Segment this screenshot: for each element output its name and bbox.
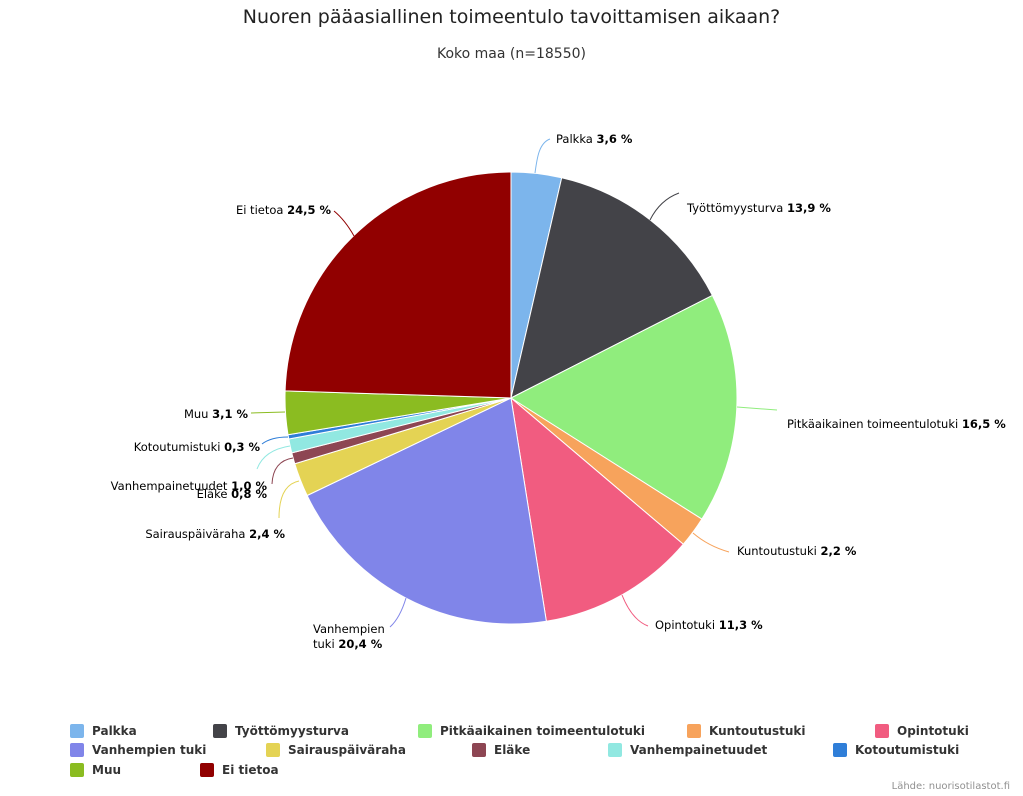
legend-swatch xyxy=(687,724,701,738)
data-label-sairauspaivaraha: Sairauspäiväraha 2,4 % xyxy=(145,527,285,542)
data-label-elake: Eläke 0,8 % xyxy=(197,487,267,502)
legend-item-kuntoutustuki[interactable]: Kuntoutustuki xyxy=(687,723,806,739)
connector-sairauspaivaraha xyxy=(278,480,300,519)
legend-item-vanhempien-tuki[interactable]: Vanhempien tuki xyxy=(70,742,206,758)
legend-item-palkka[interactable]: Palkka xyxy=(70,723,137,739)
connector-kotoutumistuki xyxy=(261,436,289,445)
connector-vanhempainetuudet xyxy=(256,445,291,470)
data-label-kotoutumistuki: Kotoutumistuki 0,3 % xyxy=(134,440,260,455)
data-label-name: Kuntoutustuki xyxy=(737,543,817,558)
legend-label: Työttömyysturva xyxy=(235,724,349,738)
data-label-name: Kotoutumistuki xyxy=(133,439,221,454)
source-credit: Lähde: nuorisotilastot.fi xyxy=(891,781,1010,792)
legend-label: Muu xyxy=(92,763,122,777)
legend-item-sairauspaivaraha[interactable]: Sairauspäiväraha xyxy=(266,742,406,758)
legend-item-muu[interactable]: Muu xyxy=(70,762,121,778)
chart-subtitle: Koko maa (n=18550) xyxy=(437,46,586,62)
legend-label: Vanhempien tuki xyxy=(92,743,207,757)
data-label-name: Ei tietoa xyxy=(235,202,284,217)
legend-item-ei-tietoa[interactable]: Ei tietoa xyxy=(200,762,279,778)
data-label-name: Sairauspäiväraha xyxy=(145,526,246,541)
pie-slice-opintotuki xyxy=(510,397,684,622)
legend-swatch xyxy=(70,763,84,777)
connector-elake xyxy=(271,457,294,485)
data-label-ei-tietoa: Ei tietoa 24,5 % xyxy=(236,203,331,218)
data-label-value: 3,6 % xyxy=(596,131,633,146)
legend-item-opintotuki[interactable]: Opintotuki xyxy=(875,723,969,739)
data-label-value: 2,2 % xyxy=(820,543,857,558)
data-label-value: 24,5 % xyxy=(287,202,331,217)
legend-label: Vanhempainetuudet xyxy=(630,743,768,757)
data-label-name: Muu xyxy=(183,406,209,421)
data-label-value: 0,3 % xyxy=(224,439,260,454)
legend-item-tyottomyysturva[interactable]: Työttömyysturva xyxy=(213,723,349,739)
legend-swatch xyxy=(70,724,84,738)
legend-swatch xyxy=(875,724,889,738)
data-label-tyottomyysturva: Työttömyysturva 13,9 % xyxy=(687,201,831,216)
legend-label: Pitkäaikainen toimeentulotuki xyxy=(440,724,645,738)
data-label-connectors xyxy=(250,138,778,628)
legend-swatch xyxy=(266,743,280,757)
connector-kuntoutustuki xyxy=(692,532,730,553)
legend-label: Sairauspäiväraha xyxy=(288,743,406,757)
data-label-palkka: Palkka 3,6 % xyxy=(556,132,632,147)
legend-swatch xyxy=(833,743,847,757)
data-label-kuntoutustuki: Kuntoutustuki 2,2 % xyxy=(737,544,856,559)
data-label-value: 0,8 % xyxy=(231,486,267,501)
legend-item-elake[interactable]: Eläke xyxy=(472,742,530,758)
data-label-value: 13,9 % xyxy=(786,200,831,215)
data-label-name: Työttömyysturva xyxy=(687,200,784,215)
legend-item-kotoutumistuki[interactable]: Kotoutumistuki xyxy=(833,742,959,758)
data-label-value: 1,0 % xyxy=(231,478,267,493)
legend-label: Ei tietoa xyxy=(222,763,279,777)
data-label-name: Opintotuki xyxy=(655,617,716,632)
data-label-vanhempien-tuki: Vanhempien tuki 20,4 % xyxy=(313,622,395,652)
data-label-vanhempainetuudet: Vanhempainetuudet 1,0 % xyxy=(111,479,267,494)
legend-swatch xyxy=(608,743,622,757)
legend-label: Opintotuki xyxy=(897,724,969,738)
data-label-name: Vanhempien tuki xyxy=(313,621,385,651)
legend-label: Kotoutumistuki xyxy=(855,743,960,757)
data-label-pitkaaikainen-toimeentulotuki: Pitkäaikainen toimeentulotuki 16,5 % xyxy=(787,417,1006,432)
legend-swatch xyxy=(472,743,486,757)
connector-pitkaaikainen-toimeentulotuki xyxy=(736,406,778,411)
data-label-opintotuki: Opintotuki 11,3 % xyxy=(655,618,763,633)
legend-swatch xyxy=(213,724,227,738)
data-label-name: Pitkäaikainen toimeentulotuki xyxy=(787,416,959,431)
connector-opintotuki xyxy=(621,594,649,627)
pie-slices xyxy=(284,171,738,625)
connector-tyottomyysturva xyxy=(649,192,680,221)
data-label-value: 2,4 % xyxy=(249,526,285,541)
data-label-value: 11,3 % xyxy=(718,617,763,632)
legend-label: Kuntoutustuki xyxy=(709,724,806,738)
connector-palkka xyxy=(534,138,551,174)
legend-item-pitkaaikainen-toimeentulotuki[interactable]: Pitkäaikainen toimeentulotuki xyxy=(418,723,645,739)
legend-item-vanhempainetuudet[interactable]: Vanhempainetuudet xyxy=(608,742,767,758)
legend-label: Palkka xyxy=(92,724,137,738)
connector-vanhempien-tuki xyxy=(389,597,407,628)
legend-swatch xyxy=(200,763,214,777)
legend-swatch xyxy=(418,724,432,738)
connector-muu xyxy=(250,411,286,414)
data-label-value: 20,4 % xyxy=(338,636,383,651)
data-label-value: 3,1 % xyxy=(212,406,248,421)
connector-ei-tietoa xyxy=(333,210,355,237)
pie-slice-pitkaaikainen-toimeentulotuki xyxy=(510,294,738,520)
data-label-name: Eläke xyxy=(196,486,228,501)
data-label-muu: Muu 3,1 % xyxy=(184,407,248,422)
chart-title: Nuoren pääasiallinen toimeentulo tavoitt… xyxy=(242,6,781,28)
legend-swatch xyxy=(70,743,84,757)
legend-label: Eläke xyxy=(494,743,531,757)
data-label-name: Palkka xyxy=(556,131,593,146)
data-label-value: 16,5 % xyxy=(961,416,1006,431)
data-label-name: Vanhempainetuudet xyxy=(110,478,228,493)
